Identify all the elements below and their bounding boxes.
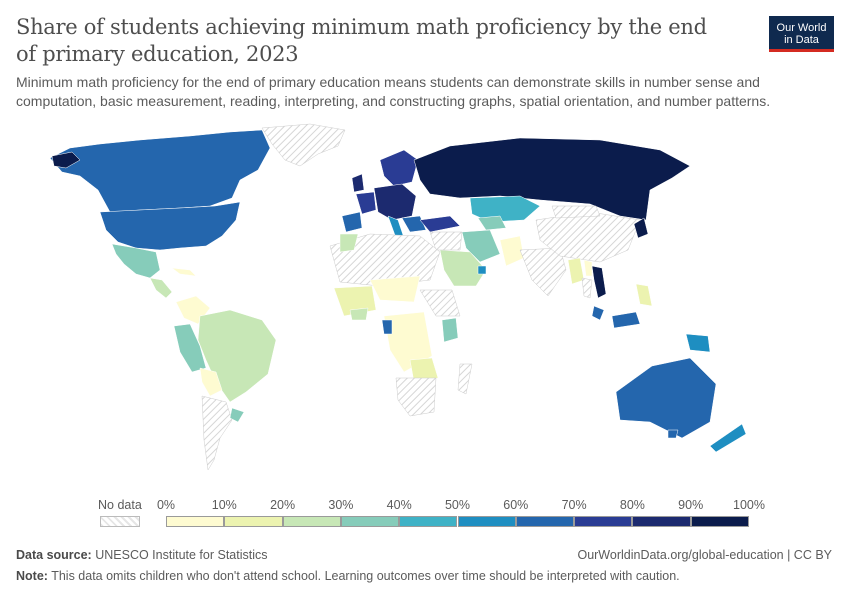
morocco-region[interactable] bbox=[339, 233, 359, 253]
legend-tick-label: 100% bbox=[733, 498, 765, 512]
legend-color-bin[interactable] bbox=[166, 516, 225, 527]
usa-region[interactable] bbox=[99, 201, 241, 251]
thailand-region[interactable] bbox=[581, 277, 593, 299]
legend-tick-label: 50% bbox=[444, 498, 471, 512]
legend-color-bin[interactable] bbox=[574, 516, 633, 527]
indonesia-region[interactable] bbox=[611, 311, 641, 329]
new-zealand-region[interactable] bbox=[709, 423, 747, 453]
data-source-label: Data source: bbox=[16, 548, 92, 562]
russia-region[interactable] bbox=[413, 137, 691, 221]
legend-tick-label: 20% bbox=[270, 498, 296, 512]
legend-tick-label: 0% bbox=[156, 498, 176, 512]
color-legend: No data 0% 10% 20% 30% 40% 50% 60% 70% 80% 90% 100… bbox=[96, 498, 765, 532]
kenya-region[interactable] bbox=[441, 317, 459, 343]
uruguay-region[interactable] bbox=[229, 407, 245, 423]
owid-logo[interactable]: Our World in Data bbox=[769, 16, 834, 52]
argentina-region[interactable] bbox=[201, 395, 233, 471]
data-source-link[interactable]: UNESCO Institute for Statistics bbox=[95, 548, 268, 562]
saudi-region[interactable] bbox=[439, 249, 487, 287]
malaysia-region[interactable] bbox=[591, 305, 605, 321]
ivory-coast-region[interactable] bbox=[349, 307, 369, 321]
legend-tick-label: 90% bbox=[678, 498, 704, 512]
chart-subtitle: Minimum math proficiency for the end of … bbox=[16, 74, 771, 109]
mongolia-region[interactable] bbox=[551, 205, 601, 219]
greenland-region[interactable] bbox=[261, 123, 346, 167]
logo-line-1: Our World bbox=[776, 22, 827, 34]
middle-east-region[interactable] bbox=[429, 231, 463, 251]
canada-region[interactable] bbox=[49, 129, 271, 213]
note-text: This data omits children who don't atten… bbox=[51, 569, 680, 583]
laos-region[interactable] bbox=[583, 259, 593, 277]
iran-region[interactable] bbox=[461, 229, 501, 263]
legend-color-bin[interactable] bbox=[457, 516, 516, 527]
legend-tick-label: 10% bbox=[211, 498, 237, 512]
east-africa-region[interactable] bbox=[419, 289, 461, 317]
gabon-congo-region[interactable] bbox=[381, 319, 393, 335]
caribbean-region[interactable] bbox=[171, 267, 197, 277]
png-region[interactable] bbox=[685, 333, 711, 353]
legend-color-bin[interactable] bbox=[399, 516, 458, 527]
alaska-region[interactable] bbox=[51, 151, 81, 169]
tasmania-region[interactable] bbox=[667, 429, 679, 439]
kazakhstan-region[interactable] bbox=[469, 195, 541, 223]
myanmar-region[interactable] bbox=[567, 257, 585, 285]
madagascar-region[interactable] bbox=[457, 363, 473, 395]
legend-tick-label: 80% bbox=[619, 498, 645, 512]
world-map[interactable] bbox=[0, 120, 850, 490]
bolivia-region[interactable] bbox=[199, 367, 223, 397]
philippines-region[interactable] bbox=[635, 283, 653, 307]
legend-color-bin[interactable] bbox=[690, 516, 749, 527]
legend-color-bin[interactable] bbox=[515, 516, 575, 527]
uk-region[interactable] bbox=[351, 173, 365, 193]
gulf-region[interactable] bbox=[477, 265, 487, 275]
legend-color-bin[interactable] bbox=[282, 516, 341, 527]
vietnam-region[interactable] bbox=[591, 265, 607, 299]
no-data-label: No data bbox=[98, 498, 142, 512]
logo-line-2: in Data bbox=[784, 34, 819, 46]
chart-note: Note: This data omits children who don't… bbox=[16, 569, 680, 583]
legend-color-bin[interactable] bbox=[224, 516, 283, 527]
data-source: Data source: UNESCO Institute for Statis… bbox=[16, 548, 268, 562]
turkey-region[interactable] bbox=[419, 215, 461, 233]
legend-color-bin[interactable] bbox=[632, 516, 691, 527]
australia-region[interactable] bbox=[615, 357, 717, 439]
southern-africa-region[interactable] bbox=[395, 377, 437, 417]
attribution-link[interactable]: OurWorldinData.org/global-education | CC… bbox=[577, 548, 832, 562]
scandinavia-region[interactable] bbox=[379, 149, 419, 187]
legend-tick-label: 30% bbox=[328, 498, 354, 512]
balkans-region[interactable] bbox=[401, 215, 427, 233]
no-data-swatch[interactable] bbox=[100, 516, 140, 527]
central-asia-region[interactable] bbox=[477, 215, 507, 231]
zambia-region[interactable] bbox=[409, 357, 439, 383]
japan-region[interactable] bbox=[633, 217, 649, 239]
central-europe-region[interactable] bbox=[373, 183, 417, 221]
sahel-region[interactable] bbox=[369, 275, 421, 303]
france-region[interactable] bbox=[355, 191, 377, 215]
spain-region[interactable] bbox=[341, 211, 363, 233]
legend-tick-label: 70% bbox=[561, 498, 587, 512]
note-label: Note: bbox=[16, 569, 48, 583]
legend-tick-label: 60% bbox=[503, 498, 529, 512]
chart-title: Share of students achieving minimum math… bbox=[16, 15, 707, 66]
central-america-region[interactable] bbox=[149, 277, 173, 299]
north-africa-region[interactable] bbox=[329, 233, 441, 287]
peru-region[interactable] bbox=[173, 323, 207, 373]
legend-tick-label: 40% bbox=[386, 498, 412, 512]
legend-color-bin[interactable] bbox=[340, 516, 400, 527]
